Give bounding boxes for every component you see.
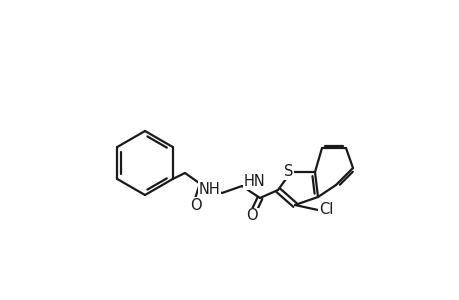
- Text: HN: HN: [243, 175, 265, 190]
- Text: NH: NH: [198, 182, 219, 196]
- Text: O: O: [246, 208, 257, 224]
- Text: O: O: [190, 197, 202, 212]
- Text: S: S: [284, 164, 293, 179]
- Text: Cl: Cl: [318, 202, 332, 217]
